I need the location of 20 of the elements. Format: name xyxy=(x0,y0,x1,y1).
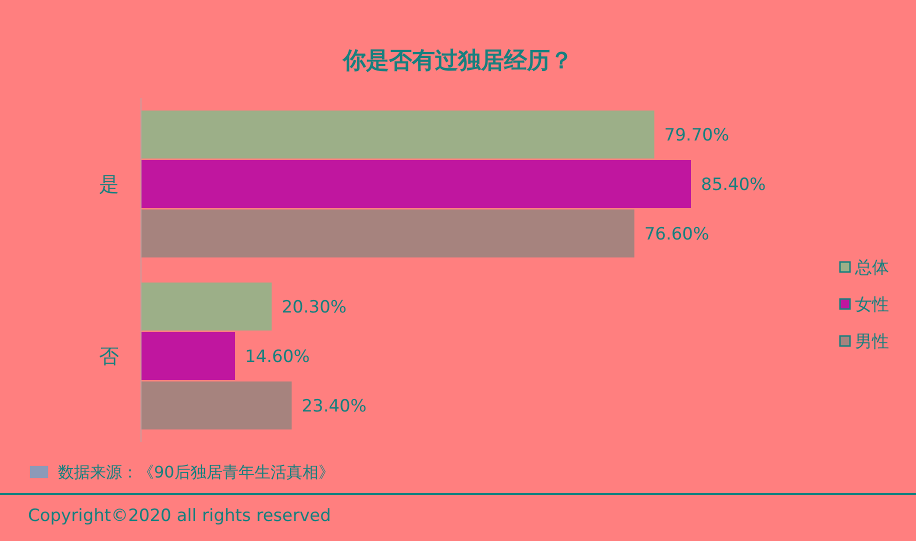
bar xyxy=(141,381,292,430)
chart-title: 你是否有过独居经历？ xyxy=(342,48,573,74)
legend-label: 女性 xyxy=(855,294,889,315)
y-tick-label: 否 xyxy=(99,344,119,368)
bar xyxy=(141,282,272,331)
legend-label: 男性 xyxy=(855,332,889,352)
data-label: 85.40% xyxy=(701,174,766,195)
data-label: 14.60% xyxy=(245,346,310,367)
data-label: 23.40% xyxy=(302,396,367,416)
data-label: 79.70% xyxy=(664,125,730,146)
bar xyxy=(141,209,634,258)
data-label: 76.60% xyxy=(644,224,710,244)
text: Copyright©2020 all rights reserved xyxy=(28,506,331,526)
y-tick-label: 是 xyxy=(99,172,119,196)
source-note: 数据来源：《90后独居青年生活真相》 xyxy=(58,462,334,482)
bar xyxy=(141,160,691,208)
legend-label: 总体 xyxy=(854,258,889,278)
bar xyxy=(141,110,654,159)
data-label: 20.30% xyxy=(282,297,347,318)
bar xyxy=(141,332,236,380)
